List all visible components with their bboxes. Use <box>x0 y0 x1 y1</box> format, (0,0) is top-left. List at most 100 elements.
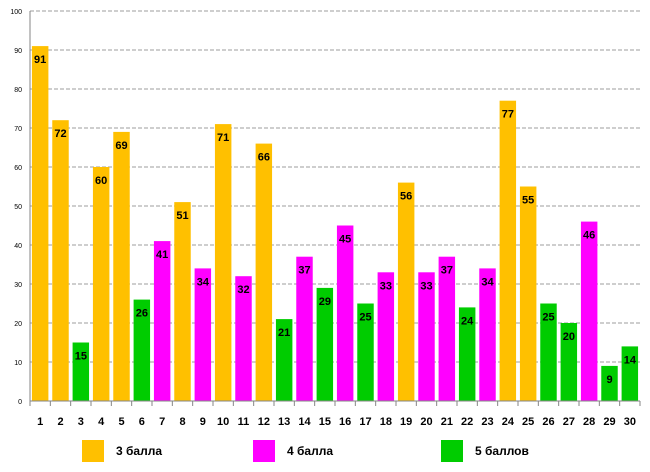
legend-label-5: 5 баллов <box>475 444 529 458</box>
data-label: 29 <box>319 296 331 308</box>
x-tick-label: 23 <box>481 416 493 428</box>
data-label: 33 <box>420 280 432 292</box>
bar <box>336 225 354 401</box>
y-axis-ticks: 0 10 20 30 40 50 60 70 80 90 100 <box>10 9 22 406</box>
data-label: 51 <box>176 210 188 222</box>
bar <box>438 256 456 401</box>
bar <box>52 120 69 401</box>
data-label: 45 <box>339 234 351 246</box>
data-label: 60 <box>95 175 107 187</box>
bar <box>174 202 191 401</box>
data-label: 34 <box>197 276 210 288</box>
data-label: 32 <box>237 284 249 296</box>
x-tick-label: 15 <box>319 416 331 428</box>
bar <box>72 342 90 401</box>
x-tick-label: 1 <box>37 416 43 428</box>
bar <box>519 186 537 401</box>
bar <box>418 272 435 401</box>
y-tick-label: 50 <box>14 204 22 211</box>
x-tick-label: 28 <box>583 416 595 428</box>
bar <box>113 131 130 401</box>
y-tick-label: 90 <box>14 48 22 55</box>
x-tick-label: 21 <box>441 416 453 428</box>
bar <box>214 124 232 401</box>
x-tick-label: 10 <box>217 416 229 428</box>
bar <box>601 365 618 401</box>
data-label: 14 <box>624 354 637 366</box>
data-label: 26 <box>136 308 148 320</box>
bars: 91 72 15 60 69 26 41 51 34 71 32 66 21 37 29 45 25 33 56 33… <box>31 46 639 401</box>
legend-label-3: 3 балла <box>116 444 163 458</box>
legend-item-3: 3 балла <box>82 438 162 464</box>
bar <box>296 256 313 401</box>
data-label: 55 <box>522 195 534 207</box>
x-tick-label: 11 <box>238 416 250 428</box>
data-label: 91 <box>34 54 46 66</box>
data-label: 37 <box>298 265 310 277</box>
x-tick-label: 22 <box>461 416 473 428</box>
bar <box>235 276 252 401</box>
bar <box>580 221 598 401</box>
legend-swatch-3 <box>82 440 104 462</box>
data-label: 9 <box>606 374 612 386</box>
x-tick-label: 18 <box>380 416 392 428</box>
bar <box>31 46 49 401</box>
data-label: 21 <box>278 327 290 339</box>
y-tick-label: 80 <box>14 87 22 94</box>
x-tick-label: 6 <box>139 416 145 428</box>
legend-label-4: 4 балла <box>287 444 334 458</box>
x-tick-label: 25 <box>522 416 534 428</box>
bar <box>357 303 374 401</box>
y-tick-label: 60 <box>14 165 22 172</box>
x-tick-label: 30 <box>624 416 636 428</box>
bar <box>92 167 110 401</box>
x-tick-label: 2 <box>57 416 63 428</box>
bar <box>275 319 293 401</box>
data-label: 24 <box>461 315 474 327</box>
bar <box>458 307 476 401</box>
data-label: 25 <box>542 312 554 324</box>
data-label: 37 <box>441 265 453 277</box>
bar <box>153 241 171 401</box>
x-tick-label: 20 <box>420 416 432 428</box>
y-tick-label: 10 <box>14 360 22 367</box>
x-tick-label: 12 <box>258 416 270 428</box>
bar <box>377 272 395 401</box>
legend-item-4: 4 балла <box>253 438 333 464</box>
bar <box>255 143 273 401</box>
x-tick-label: 29 <box>603 416 615 428</box>
data-label: 41 <box>156 249 168 261</box>
data-label: 56 <box>400 191 412 203</box>
data-label: 66 <box>258 152 270 164</box>
y-tick-label: 0 <box>18 399 22 406</box>
x-tick-label: 7 <box>159 416 165 428</box>
data-label: 77 <box>502 109 514 121</box>
bar <box>316 287 334 401</box>
legend: 3 балла 4 балла 5 баллов <box>0 438 650 464</box>
y-tick-label: 20 <box>14 321 22 328</box>
data-label: 20 <box>563 331 575 343</box>
bar <box>133 299 151 401</box>
data-label: 71 <box>217 132 229 144</box>
y-tick-label: 70 <box>14 126 22 133</box>
x-tick-label: 4 <box>98 416 105 428</box>
bar <box>397 182 415 401</box>
x-axis: 1 2 3 4 5 6 7 8 9 10 11 12 13 14 15 16 17 18 19 20 21 22 23 24 2… <box>29 11 641 428</box>
legend-item-5: 5 баллов <box>441 438 529 464</box>
legend-swatch-4 <box>253 440 275 462</box>
x-tick-label: 9 <box>200 416 206 428</box>
y-tick-label: 100 <box>10 9 22 16</box>
x-tick-label: 19 <box>400 416 412 428</box>
bar <box>194 268 212 401</box>
x-tick-label: 27 <box>563 416 575 428</box>
y-tick-label: 30 <box>14 282 22 289</box>
bar <box>621 346 639 401</box>
y-tick-label: 40 <box>14 243 22 250</box>
data-label: 34 <box>481 276 494 288</box>
x-tick-label: 24 <box>502 416 515 428</box>
x-tick-label: 26 <box>542 416 554 428</box>
x-tick-label: 13 <box>278 416 290 428</box>
data-label: 25 <box>359 312 371 324</box>
x-tick-label: 8 <box>179 416 185 428</box>
